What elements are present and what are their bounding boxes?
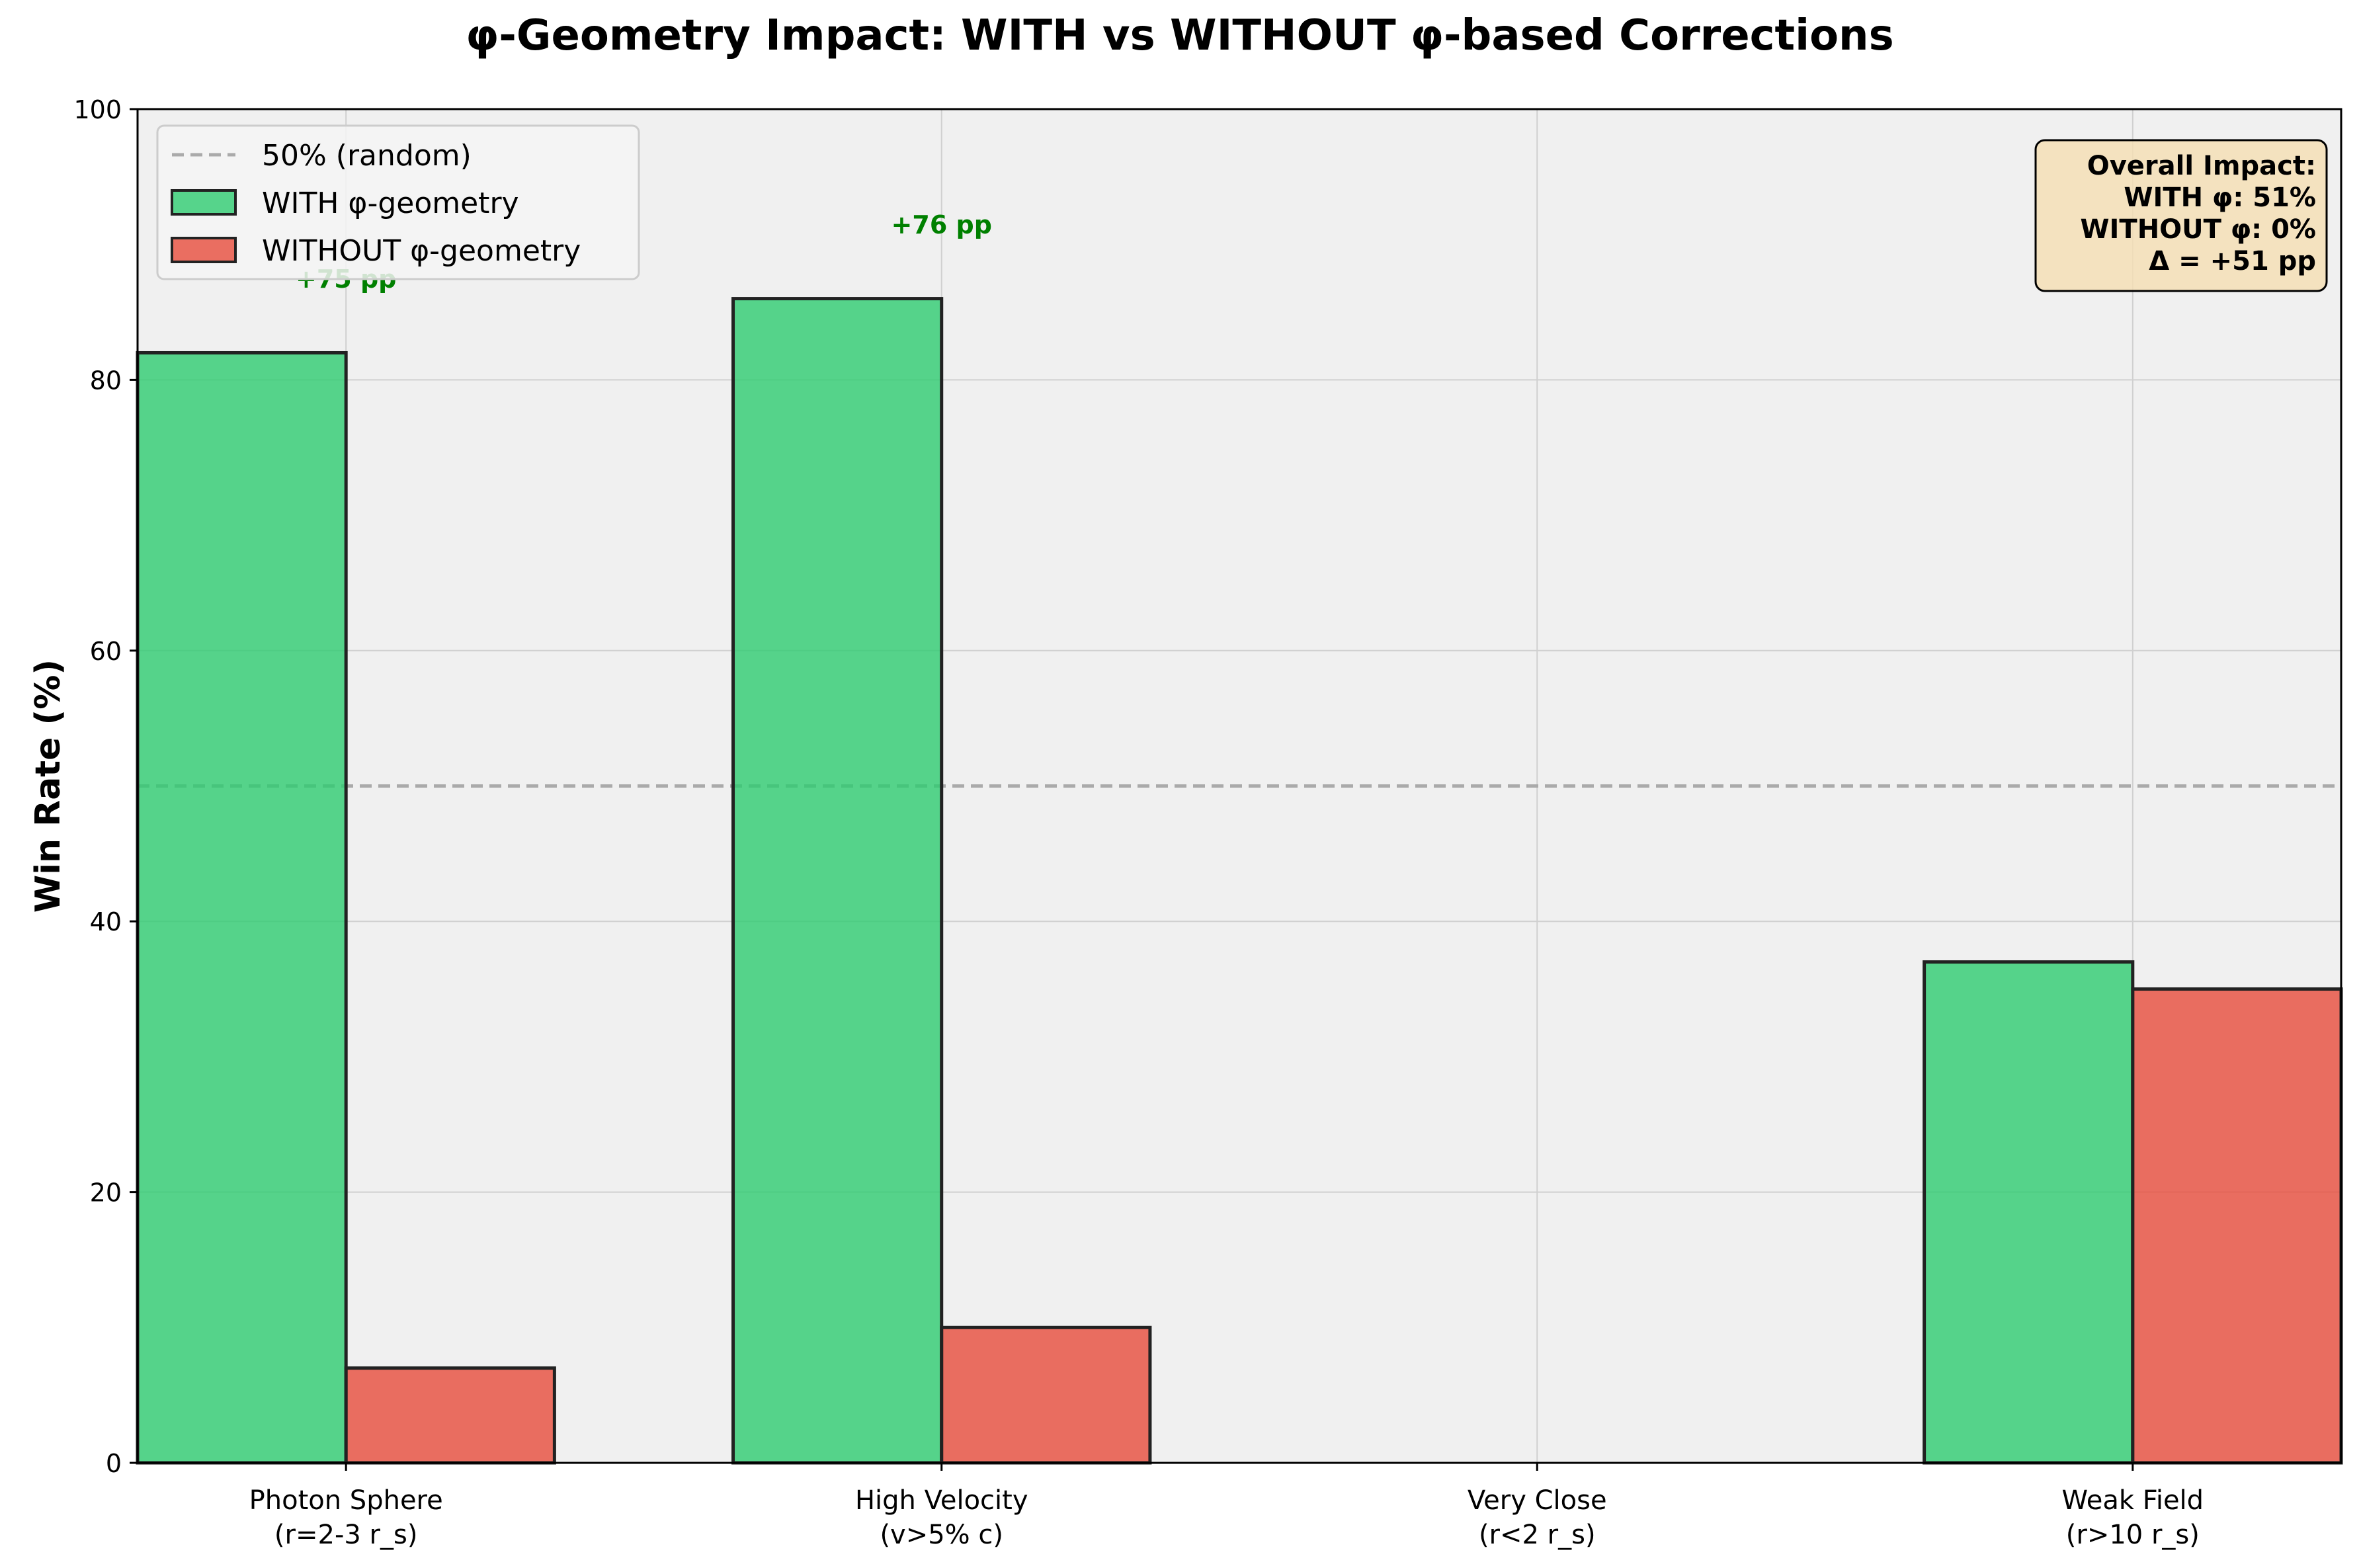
legend-label: WITH φ-geometry	[262, 186, 519, 220]
y-tick-label: 60	[90, 637, 122, 666]
x-tick-label: High Velocity	[855, 1485, 1028, 1516]
legend-swatch	[171, 189, 237, 216]
x-tick-label: Very Close	[1468, 1485, 1607, 1516]
info-box-line: Δ = +51 pp	[2149, 246, 2316, 276]
y-tick-label: 0	[106, 1449, 122, 1478]
chart-title: φ-Geometry Impact: WITH vs WITHOUT φ-bas…	[466, 11, 1893, 60]
y-tick-label: 100	[73, 95, 122, 124]
info-box: Overall Impact:WITH φ: 51%WITHOUT φ: 0%Δ…	[2034, 139, 2328, 292]
legend: 50% (random) WITH φ-geometry WITHOUT φ-geo…	[156, 124, 640, 280]
x-tick-label: (r<2 r_s)	[1479, 1520, 1596, 1550]
info-box-line: Overall Impact:	[2087, 151, 2316, 181]
y-tick-label: 20	[90, 1178, 122, 1208]
legend-label: WITHOUT φ-geometry	[262, 234, 581, 268]
x-axis: Photon Sphere (r=2-3 r_s) High Velocity (v>…	[249, 1463, 2204, 1550]
x-tick-label: (r=2-3 r_s)	[274, 1520, 418, 1550]
x-tick-label: Weak Field	[2062, 1485, 2204, 1516]
info-box-line: WITHOUT φ: 0%	[2080, 214, 2316, 245]
legend-box	[156, 124, 640, 280]
x-tick-label: Photon Sphere	[249, 1485, 443, 1516]
x-tick-label: (r>10 r_s)	[2066, 1520, 2200, 1550]
y-tick-label: 40	[90, 907, 122, 936]
y-axis-label: Win Rate (%)	[28, 659, 68, 913]
bar-without-0	[344, 1366, 556, 1465]
delta-annotation: +76 pp	[891, 210, 992, 239]
bars-group	[136, 297, 2343, 1465]
info-box-line: WITH φ: 51%	[2124, 183, 2316, 213]
y-axis: 0 20 40 60 80 100	[73, 95, 138, 1478]
bar-with-3	[1923, 960, 2135, 1465]
legend-swatch	[171, 237, 237, 263]
bar-without-1	[940, 1325, 1152, 1465]
x-tick-label: (v>5% c)	[880, 1520, 1003, 1550]
plot-frame	[136, 108, 2342, 1464]
y-tick-label: 80	[90, 366, 122, 395]
bar-without-3	[2131, 987, 2343, 1465]
bar-with-1	[731, 297, 944, 1465]
info-box-background	[2034, 139, 2328, 292]
legend-label: 50% (random)	[262, 139, 472, 173]
bar-with-0	[136, 351, 348, 1465]
